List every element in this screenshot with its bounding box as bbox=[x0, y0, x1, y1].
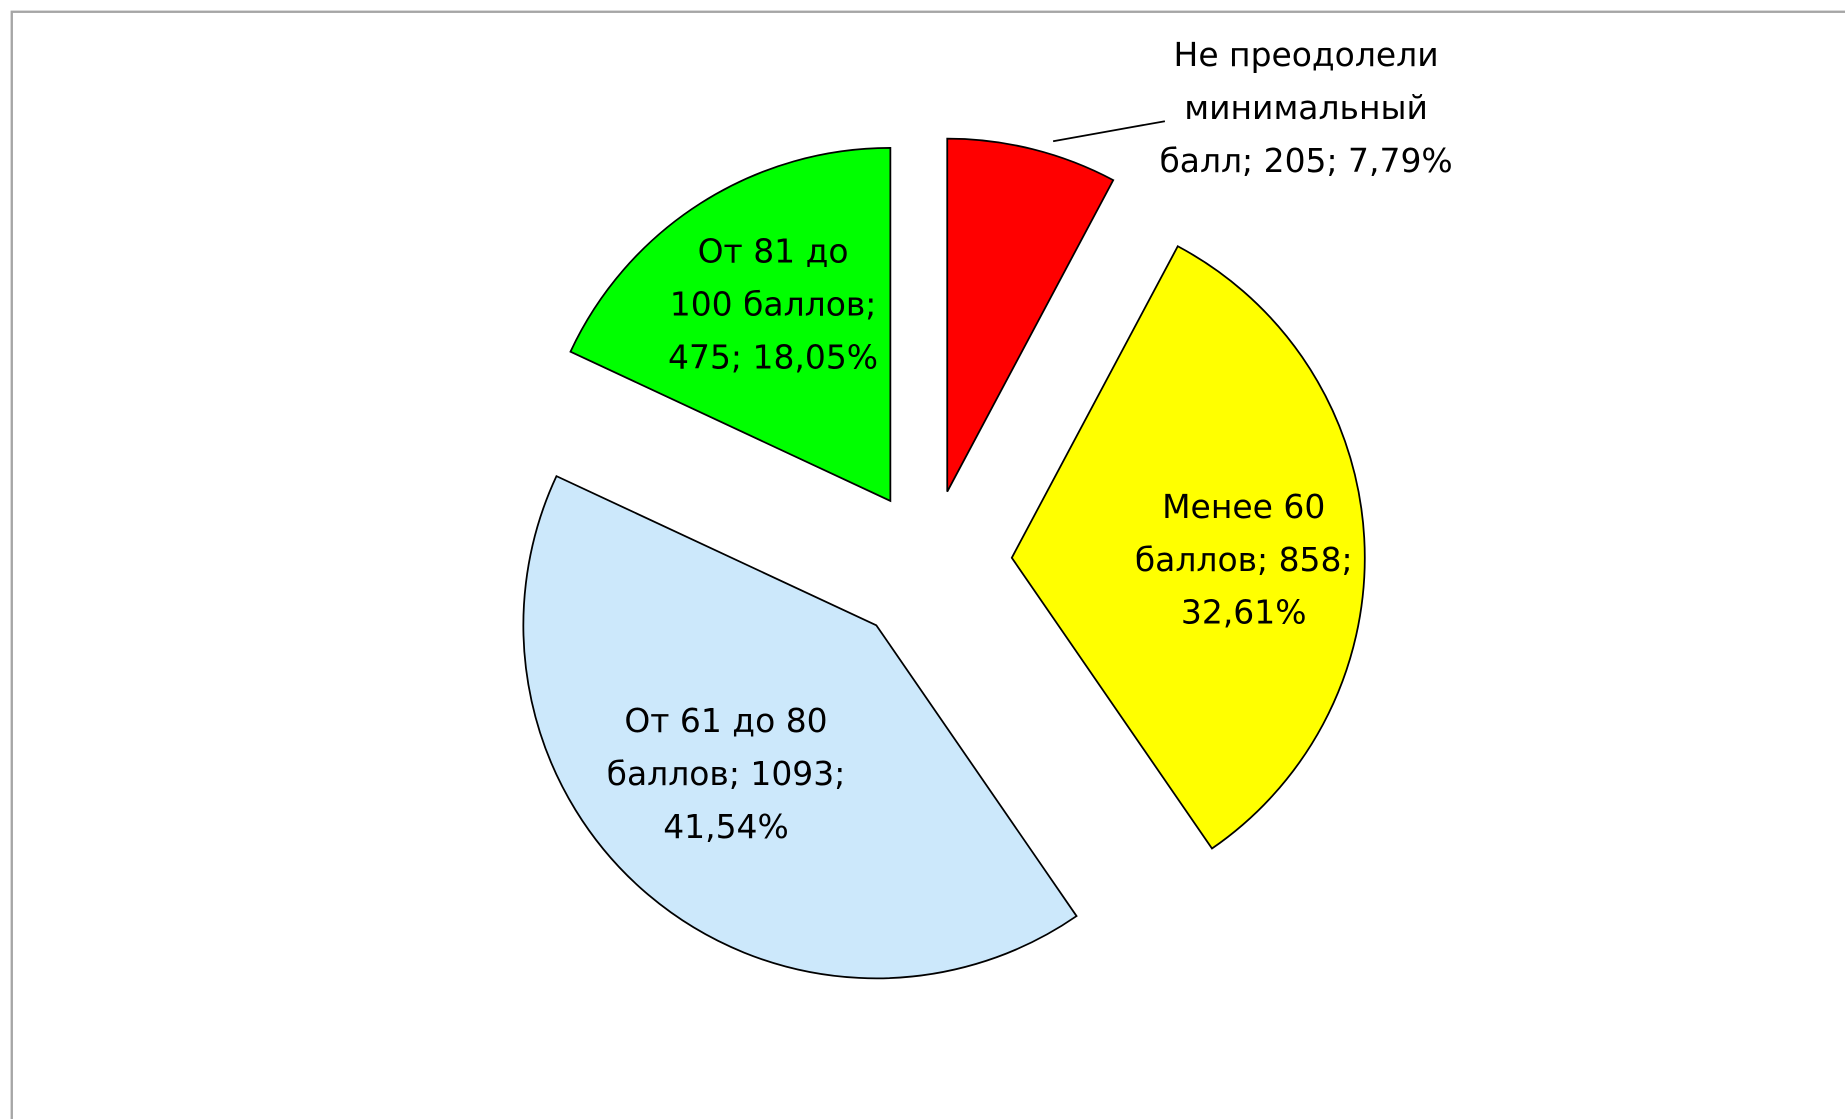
pie-slice bbox=[1010, 245, 1366, 850]
leader-line bbox=[1052, 120, 1166, 143]
data-label: От 81 до bbox=[698, 231, 849, 270]
data-label: баллов; 1093; bbox=[607, 754, 846, 793]
data-label: 32,61% bbox=[1181, 593, 1307, 632]
data-label: 41,54% bbox=[663, 807, 789, 846]
pie-slice bbox=[946, 137, 1115, 493]
pie-slice bbox=[569, 147, 892, 503]
data-label: балл; 205; 7,79% bbox=[1159, 141, 1452, 180]
data-label: Не преодолели bbox=[1174, 35, 1439, 74]
pie-slice bbox=[522, 474, 1078, 980]
data-label: Менее 60 bbox=[1162, 487, 1325, 526]
data-label: баллов; 858; bbox=[1135, 540, 1353, 579]
data-label: 100 баллов; bbox=[670, 284, 877, 323]
data-label: минимальный bbox=[1184, 88, 1428, 127]
data-label: 475; 18,05% bbox=[668, 337, 878, 376]
data-label: От 61 до 80 bbox=[624, 701, 827, 740]
